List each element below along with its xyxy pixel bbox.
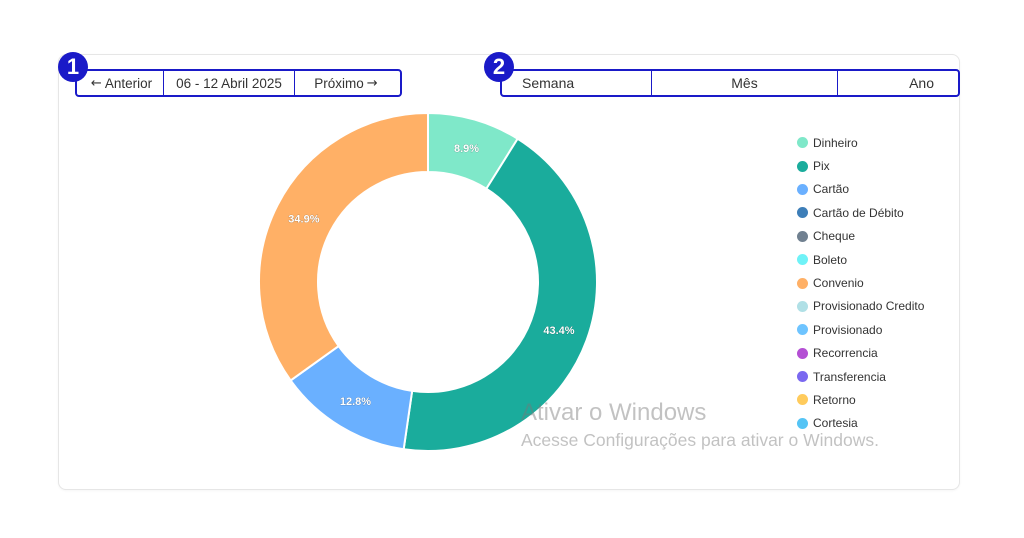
legend-swatch xyxy=(797,324,808,336)
windows-activation-watermark: Ativar o Windows Acesse Configurações pa… xyxy=(521,398,879,452)
tab-year[interactable]: Ano xyxy=(909,75,934,91)
legend-swatch xyxy=(797,394,808,406)
tab-month[interactable]: Mês xyxy=(652,71,838,95)
next-label: Próximo xyxy=(314,75,364,91)
legend-item[interactable]: Convenio xyxy=(797,271,924,294)
view-tabs: Semana Mês Ano xyxy=(500,69,960,97)
legend-label: Dinheiro xyxy=(813,135,858,150)
legend-item[interactable]: Provisionado Credito xyxy=(797,295,924,318)
legend-label: Pix xyxy=(813,159,830,174)
legend-label: Convenio xyxy=(813,276,864,291)
legend-item[interactable]: Cartão de Débito xyxy=(797,201,924,224)
legend-item[interactable]: Boleto xyxy=(797,248,924,271)
legend-item[interactable]: Recorrencia xyxy=(797,342,924,365)
legend-label: Boleto xyxy=(813,252,848,267)
previous-period-button[interactable]: ← Anterior xyxy=(77,71,164,95)
legend-item[interactable]: Provisionado xyxy=(797,318,924,341)
legend-label: Retorno xyxy=(813,392,856,407)
legend-swatch xyxy=(797,277,808,289)
date-range-label: 06 - 12 Abril 2025 xyxy=(164,71,295,95)
legend-item[interactable]: Pix xyxy=(797,154,924,177)
watermark-title: Ativar o Windows xyxy=(521,399,707,426)
legend-swatch xyxy=(797,417,808,429)
slice-data-label: 43.4% xyxy=(543,325,574,337)
legend-label: Transferencia xyxy=(813,369,886,384)
legend-swatch xyxy=(797,207,808,219)
arrow-left-icon: ← xyxy=(90,75,102,91)
legend-item[interactable]: Cartão xyxy=(797,178,924,201)
annotation-marker-2: 2 xyxy=(484,52,514,82)
previous-label: Anterior xyxy=(104,75,153,91)
legend-label: Cartão de Débito xyxy=(813,205,904,220)
arrow-right-icon: → xyxy=(366,75,378,91)
legend-swatch xyxy=(797,183,808,195)
legend-item[interactable]: Retorno xyxy=(797,388,924,411)
annotation-marker-1: 1 xyxy=(58,52,88,82)
legend-label: Recorrencia xyxy=(813,346,878,361)
legend-swatch xyxy=(797,300,808,312)
legend-label: Provisionado Credito xyxy=(813,299,925,314)
legend-swatch xyxy=(797,371,808,383)
donut-slice-pix[interactable] xyxy=(402,137,598,452)
legend-item[interactable]: Transferencia xyxy=(797,365,924,388)
legend-swatch xyxy=(797,230,808,242)
legend-label: Cortesia xyxy=(813,416,858,431)
legend-label: Cartão xyxy=(813,182,850,197)
slice-data-label: 34.9% xyxy=(288,213,319,225)
next-period-button[interactable]: Próximo → xyxy=(295,71,400,95)
legend-item[interactable]: Cheque xyxy=(797,225,924,248)
legend-swatch xyxy=(797,160,808,172)
legend-label: Cheque xyxy=(813,229,856,244)
period-navigation: ← Anterior 06 - 12 Abril 2025 Próximo → xyxy=(75,69,402,97)
legend-item[interactable]: Cortesia xyxy=(797,412,924,435)
legend-swatch xyxy=(797,254,808,266)
donut-slice-convenio[interactable] xyxy=(258,111,429,382)
legend-label: Provisionado xyxy=(813,322,883,337)
tab-week[interactable]: Semana xyxy=(502,71,652,95)
legend-swatch xyxy=(797,137,808,149)
slice-data-label: 8.9% xyxy=(454,143,479,155)
legend-swatch xyxy=(797,347,808,359)
legend-item[interactable]: Dinheiro xyxy=(797,131,924,154)
watermark-subtitle: Acesse Configurações para ativar o Windo… xyxy=(521,430,879,450)
chart-legend: Dinheiro Pix Cartão Cartão de Débito Cheque B… xyxy=(797,131,924,435)
slice-data-label: 12.8% xyxy=(340,396,371,408)
